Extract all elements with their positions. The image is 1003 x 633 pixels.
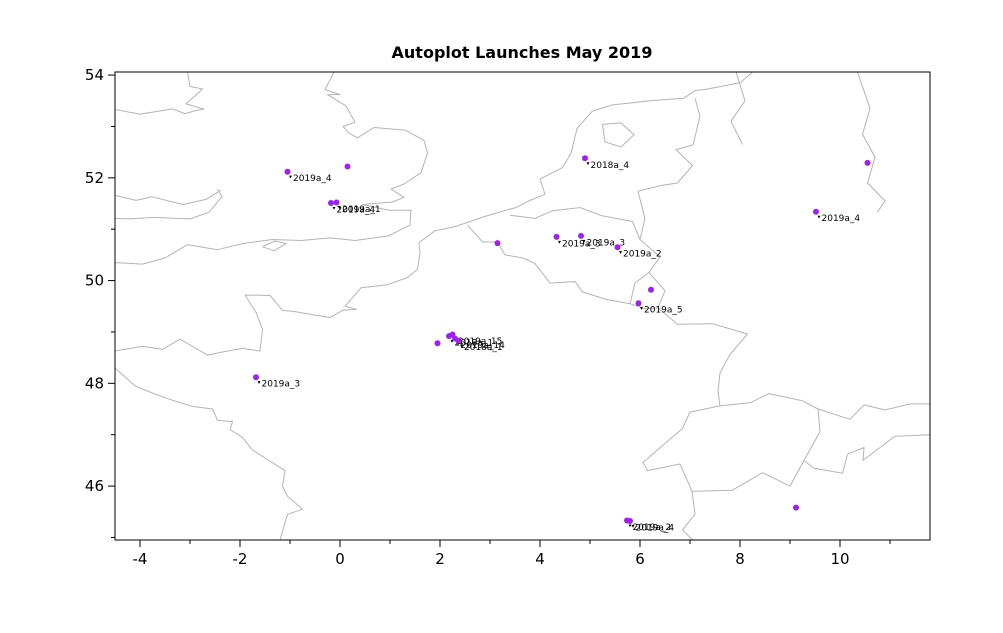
label-leader-icon bbox=[582, 239, 586, 243]
launch-point bbox=[627, 518, 633, 524]
label-leader-icon bbox=[460, 344, 463, 348]
x-tick-label: 4 bbox=[535, 550, 545, 568]
launch-label: 2019a_2 bbox=[623, 250, 662, 260]
basemap-line bbox=[115, 72, 753, 356]
launch-point bbox=[333, 199, 340, 206]
launch-point bbox=[648, 286, 654, 293]
launch-label: 2019a_1 bbox=[455, 339, 494, 349]
plot-area[interactable] bbox=[114, 71, 931, 541]
x-tick-label: 10 bbox=[830, 550, 849, 568]
launch-label: 2019a_4 bbox=[337, 206, 376, 216]
launch-label: 2019a_4 bbox=[636, 524, 675, 534]
launch-point bbox=[582, 155, 588, 162]
basemap-line bbox=[602, 122, 635, 148]
y-tick-label: 48 bbox=[85, 374, 104, 392]
x-tick-label: 2 bbox=[435, 550, 445, 568]
launch-label: 2019a_2 bbox=[633, 523, 672, 533]
basemap-line bbox=[509, 207, 641, 240]
label-leader-icon bbox=[619, 251, 622, 254]
launch-point bbox=[553, 233, 560, 240]
launch-label: 2019a_4 bbox=[293, 174, 332, 184]
label-leader-icon bbox=[558, 240, 561, 244]
data-layer: 2019a_42019a_42019a_12019a_32019a_12019a… bbox=[253, 155, 871, 534]
launch-label: 2019a_1 bbox=[342, 205, 381, 215]
label-leader-icon bbox=[257, 381, 261, 384]
launch-label: 2019a_5 bbox=[644, 306, 683, 316]
launch-label: 2019a_4 bbox=[822, 214, 861, 224]
basemap-line bbox=[803, 434, 930, 474]
x-tick-label: 8 bbox=[735, 550, 745, 568]
basemap-line bbox=[115, 72, 205, 115]
label-leader-icon bbox=[332, 206, 336, 210]
launch-point bbox=[328, 200, 334, 206]
launch-label: 2018a_1 bbox=[464, 343, 503, 353]
y-tick-label: 54 bbox=[85, 66, 104, 84]
basemap-line bbox=[642, 393, 821, 492]
basemap-line bbox=[817, 403, 930, 420]
x-tick-label: 0 bbox=[335, 550, 345, 568]
basemap-line bbox=[262, 240, 287, 252]
label-leader-icon bbox=[586, 162, 590, 166]
launch-point bbox=[813, 208, 819, 215]
launch-point bbox=[494, 240, 501, 247]
launch-label: 2019a_3 bbox=[562, 239, 601, 249]
label-leader-icon bbox=[640, 307, 643, 310]
launch-label: 2019a_3 bbox=[262, 380, 301, 390]
launch-point bbox=[614, 244, 621, 251]
x-tick-label: -4 bbox=[133, 550, 148, 568]
launch-label: 2019a_3 bbox=[587, 238, 626, 248]
basemap-line bbox=[682, 491, 696, 540]
launch-label: 2018a_4 bbox=[591, 161, 630, 171]
launch-point bbox=[793, 504, 799, 511]
launch-point bbox=[864, 159, 871, 166]
label-leader-icon bbox=[289, 175, 292, 179]
launch-label: 2019a_15 bbox=[458, 337, 502, 347]
launch-point bbox=[635, 300, 642, 307]
y-tick-label: 52 bbox=[85, 169, 104, 187]
basemap-line bbox=[637, 98, 701, 240]
label-leader-icon bbox=[631, 524, 635, 528]
label-leader-icon bbox=[450, 340, 454, 343]
basemap-line bbox=[115, 367, 303, 540]
label-leader-icon bbox=[817, 215, 821, 219]
basemap-line bbox=[730, 72, 746, 145]
label-leader-icon bbox=[628, 524, 632, 528]
y-tick-label: 46 bbox=[85, 477, 104, 495]
basemap-line bbox=[629, 272, 650, 304]
basemap-line bbox=[857, 72, 886, 213]
x-tick-label: 6 bbox=[635, 550, 645, 568]
launch-point bbox=[434, 340, 441, 347]
launch-point bbox=[578, 232, 584, 239]
launch-point bbox=[455, 337, 462, 344]
basemap-layer bbox=[115, 72, 930, 540]
basemap-line bbox=[115, 188, 223, 220]
x-tick-label: -2 bbox=[233, 550, 248, 568]
basemap-line bbox=[115, 72, 428, 265]
chart-title: Autoplot Launches May 2019 bbox=[392, 43, 653, 62]
label-leader-icon bbox=[338, 206, 341, 210]
launch-point bbox=[253, 374, 259, 381]
y-tick-label: 50 bbox=[85, 272, 104, 290]
launch-point bbox=[344, 163, 351, 170]
launch-point bbox=[284, 168, 291, 175]
basemap-line bbox=[467, 224, 748, 406]
launch-label: 2019a_14 bbox=[461, 341, 506, 351]
basemap-line bbox=[115, 189, 222, 205]
